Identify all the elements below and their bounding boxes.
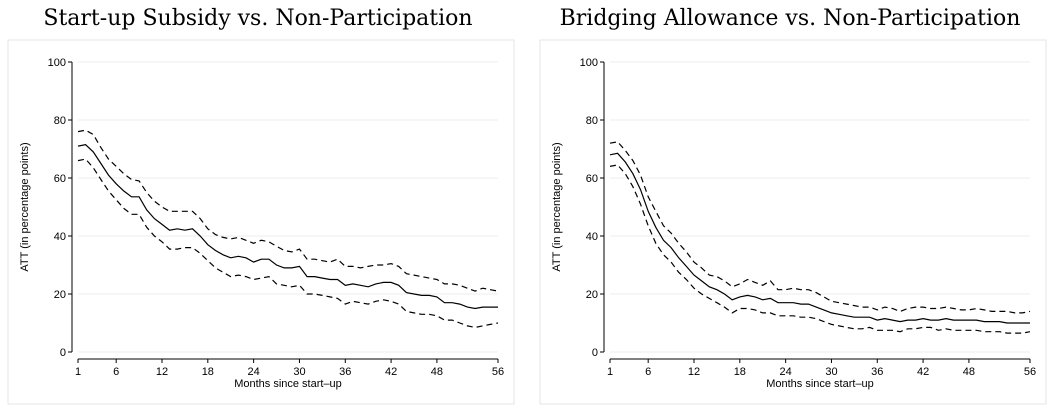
x-tick-label: 30 [825, 366, 837, 378]
series-line-att [609, 152, 1030, 324]
y-tick-label: 0 [60, 347, 66, 359]
y-tick-label: 100 [580, 57, 598, 69]
y-tick-label: 40 [586, 231, 598, 243]
chart-svg: 0 20 40 60 80 100 1 6 12 18 24 30 36 42 48 56 Months sin… [539, 39, 1047, 405]
x-tick-label: 30 [293, 366, 305, 378]
y-axis-label: ATT (in percentage points) [19, 142, 31, 271]
chart-panel-bridging-allowance: Bridging Allowance vs. Non-Participation… [532, 0, 1048, 406]
x-axis-label: Months since start–up [234, 378, 342, 390]
chart-title: Bridging Allowance vs. Non-Participation [559, 6, 1021, 31]
y-axis-label: ATT (in percentage points) [551, 142, 563, 271]
series-line-ci-1 [609, 141, 1031, 314]
y-tick-label: 100 [48, 57, 66, 69]
x-tick-label: 36 [339, 366, 351, 378]
x-tick-label: 6 [113, 366, 119, 378]
x-tick-label: 56 [1024, 366, 1036, 378]
y-tick-label: 20 [54, 289, 66, 301]
x-tick-label: 18 [202, 366, 214, 378]
x-tick-label: 48 [963, 366, 975, 378]
chart-panel-start-up-subsidy: Start-up Subsidy vs. Non-Participation 0… [0, 0, 516, 406]
x-tick-label: 24 [248, 366, 260, 378]
y-tick-label: 60 [54, 173, 66, 185]
x-tick-label: 12 [156, 366, 168, 378]
y-tick-label: 60 [586, 173, 598, 185]
x-tick-label: 36 [871, 366, 883, 378]
y-tick-label: 20 [586, 289, 598, 301]
y-tick-label: 0 [592, 347, 598, 359]
chart-svg: 0 20 40 60 80 100 1 6 12 18 24 30 36 42 48 56 Months sin… [7, 39, 515, 405]
chart-title: Start-up Subsidy vs. Non-Participation [43, 6, 473, 31]
series-line-att [77, 144, 498, 310]
y-tick-label: 80 [54, 115, 66, 127]
y-tick-label: 40 [54, 231, 66, 243]
x-tick-label: 48 [431, 366, 443, 378]
series-line-ci-1 [77, 129, 499, 292]
series-line-ci-2 [609, 164, 1031, 334]
series-line-ci-2 [77, 158, 499, 329]
x-tick-label: 6 [645, 366, 651, 378]
x-tick-label: 24 [780, 366, 792, 378]
y-tick-label: 80 [586, 115, 598, 127]
x-tick-label: 18 [734, 366, 746, 378]
x-tick-label: 42 [385, 366, 397, 378]
x-tick-label: 42 [917, 366, 929, 378]
x-tick-label: 1 [607, 366, 613, 378]
plot-frame [539, 39, 1047, 405]
plot-frame [7, 39, 515, 405]
x-tick-label: 56 [492, 366, 504, 378]
x-tick-label: 1 [75, 366, 81, 378]
x-tick-label: 12 [688, 366, 700, 378]
x-axis-label: Months since start–up [766, 378, 874, 390]
